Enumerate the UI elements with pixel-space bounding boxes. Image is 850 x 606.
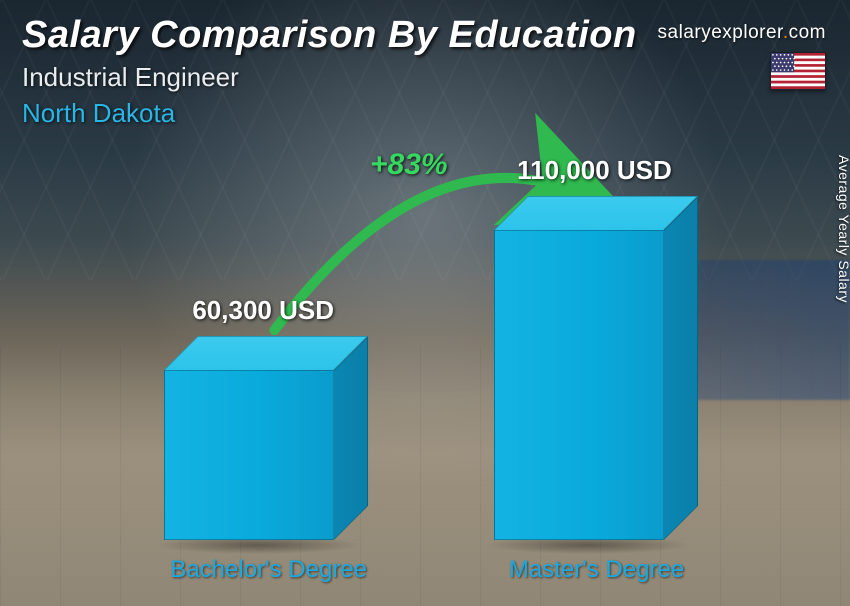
brand-tld: com xyxy=(789,22,826,43)
us-flag-icon xyxy=(770,52,826,90)
bar-value-0: 60,300 USD xyxy=(192,295,334,326)
bar-0: 60,300 USDBachelor's Degree xyxy=(164,370,334,540)
page-subtitle: Industrial Engineer xyxy=(22,62,239,93)
bar-category-0: Bachelor's Degree xyxy=(170,556,367,584)
bar-category-1: Master's Degree xyxy=(509,556,684,584)
increase-badge: +83% xyxy=(370,148,448,182)
brand-name: salaryexplorer xyxy=(658,22,783,43)
bar-1: 110,000 USDMaster's Degree xyxy=(494,230,664,540)
page-title: Salary Comparison By Education xyxy=(22,14,637,57)
bar-value-1: 110,000 USD xyxy=(517,155,672,186)
infographic-stage: Salary Comparison By Education Industria… xyxy=(0,0,850,606)
bg-floor xyxy=(0,346,850,606)
brand-label: salaryexplorer.com xyxy=(658,22,826,44)
y-axis-label: Average Yearly Salary xyxy=(836,155,850,303)
page-region: North Dakota xyxy=(22,98,175,129)
